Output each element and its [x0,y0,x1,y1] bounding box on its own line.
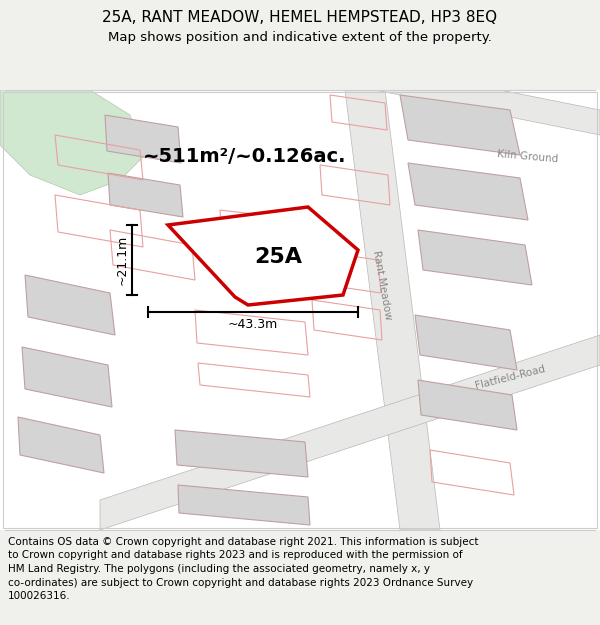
Polygon shape [375,65,600,135]
Polygon shape [18,417,104,473]
Polygon shape [108,173,183,217]
Text: 25A: 25A [254,247,302,267]
Bar [3,92,597,528]
Polygon shape [175,430,308,477]
Text: Flatfield-Road: Flatfield-Road [474,364,546,391]
Polygon shape [408,163,528,220]
Polygon shape [345,90,440,530]
Text: ~511m²/~0.126ac.: ~511m²/~0.126ac. [143,148,347,166]
Polygon shape [22,347,112,407]
Polygon shape [418,380,517,430]
Bar [0,0,600,90]
Text: Contains OS data © Crown copyright and database right 2021. This information is : Contains OS data © Crown copyright and d… [8,537,479,547]
Polygon shape [105,115,181,163]
Polygon shape [178,485,310,525]
Text: to Crown copyright and database rights 2023 and is reproduced with the permissio: to Crown copyright and database rights 2… [8,551,463,561]
Bar [0,90,600,530]
Polygon shape [25,275,115,335]
Text: Rant Meadow: Rant Meadow [371,249,393,321]
Bar [0,530,600,625]
Text: 25A, RANT MEADOW, HEMEL HEMPSTEAD, HP3 8EQ: 25A, RANT MEADOW, HEMEL HEMPSTEAD, HP3 8… [103,9,497,24]
Text: HM Land Registry. The polygons (including the associated geometry, namely x, y: HM Land Registry. The polygons (includin… [8,564,430,574]
Text: Kiln Ground: Kiln Ground [497,149,559,164]
Polygon shape [400,95,520,155]
Text: co-ordinates) are subject to Crown copyright and database rights 2023 Ordnance S: co-ordinates) are subject to Crown copyr… [8,578,473,587]
Text: Map shows position and indicative extent of the property.: Map shows position and indicative extent… [108,31,492,44]
Text: ~43.3m: ~43.3m [228,319,278,331]
Polygon shape [168,207,358,305]
Polygon shape [100,335,600,530]
Text: ~21.1m: ~21.1m [115,235,128,285]
Text: 100026316.: 100026316. [8,591,71,601]
Polygon shape [415,315,517,370]
Polygon shape [418,230,532,285]
Polygon shape [0,85,145,195]
